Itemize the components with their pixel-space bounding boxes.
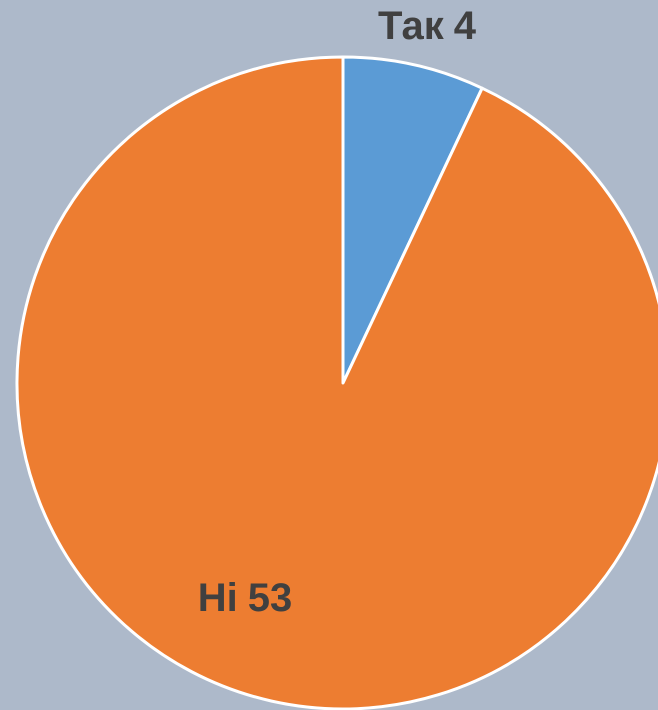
data-label: Ні 53 — [198, 576, 293, 620]
pie-slice — [15, 55, 658, 710]
label-value: 53 — [248, 576, 293, 620]
pie-slice — [341, 55, 484, 385]
label-category: Ні — [198, 576, 238, 620]
data-label: Так 4 — [378, 4, 477, 48]
label-category: Так — [378, 4, 445, 48]
label-value: 4 — [454, 4, 477, 48]
